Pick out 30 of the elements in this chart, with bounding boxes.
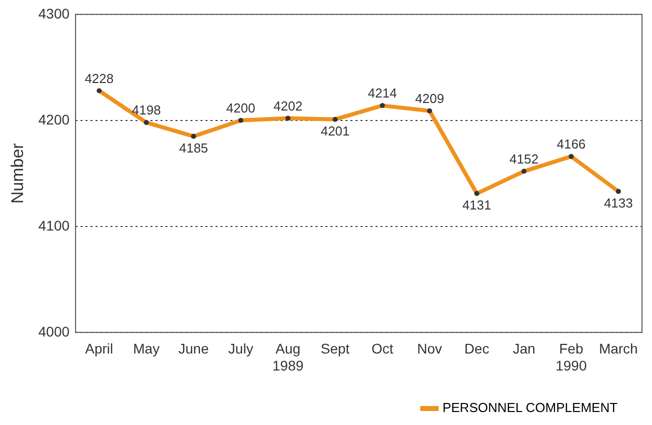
x-tick-label: May: [133, 340, 160, 357]
data-label: 4209: [415, 90, 444, 106]
x-tick-label: Sept: [320, 340, 350, 357]
x-tick-label: Feb 1990: [556, 340, 587, 374]
x-tick-label: Oct: [371, 340, 394, 357]
y-tick-label: 4000: [38, 323, 70, 340]
data-label: 4228: [84, 70, 114, 86]
data-label: 4185: [179, 140, 208, 156]
x-tick-label: July: [228, 340, 254, 357]
x-tick-label: June: [178, 340, 209, 357]
data-label: 4131: [462, 198, 492, 213]
x-tick-label: Aug 1989: [272, 340, 304, 374]
data-label: 4198: [132, 102, 161, 118]
x-tick-label: Jan: [512, 340, 536, 357]
x-tick-label: Dec: [464, 340, 490, 357]
y-axis-title: Number: [8, 142, 27, 204]
y-tick-label: 4100: [38, 217, 70, 234]
x-tick-label: March: [598, 340, 638, 357]
x-tick-label: Nov: [417, 340, 442, 357]
legend-label: PERSONNEL COMPLEMENT: [442, 400, 618, 416]
data-label: 4200: [226, 100, 256, 116]
data-label: 4201: [320, 123, 350, 138]
data-label: 4166: [556, 136, 586, 152]
data-label: 4202: [274, 98, 302, 114]
x-tick-label: April: [85, 340, 114, 357]
y-tick-label: 4300: [38, 5, 70, 22]
data-label: 4133: [604, 196, 633, 210]
y-tick-label: 4200: [38, 111, 70, 128]
data-label: 4214: [368, 86, 397, 101]
data-label: 4152: [510, 151, 538, 166]
